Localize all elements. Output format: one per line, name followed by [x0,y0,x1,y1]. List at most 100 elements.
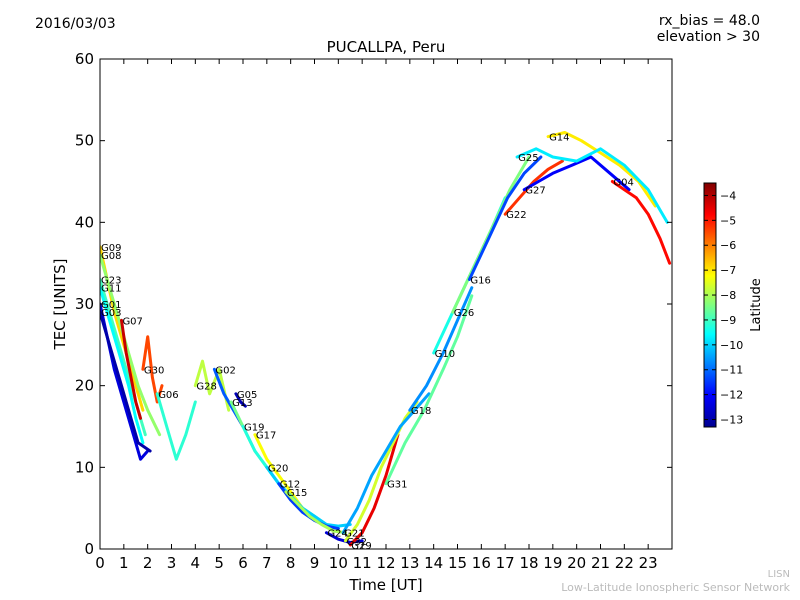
series-label-g26: G26 [454,308,474,319]
x-tick-label: 2 [143,554,153,572]
series-line-g27 [522,155,631,192]
colorbar-tick-label: −7 [720,264,736,277]
y-tick-label: 0 [84,540,94,558]
series-label-g18: G18 [411,406,431,417]
series-label-g29: G29 [351,541,371,552]
series-label-g03: G03 [101,308,121,319]
colorbar-tick-label: −12 [720,389,743,402]
colorbar-label: Latitude [749,278,764,332]
series-line-g15 [284,490,347,535]
series-line-g11 [100,286,145,445]
x-tick-label: 15 [448,554,467,572]
series-line-g18 [408,286,474,412]
x-tick-label: 6 [238,554,248,572]
x-tick-label: 9 [310,554,320,572]
y-tick-label: 60 [75,50,94,68]
series-label-g20: G20 [268,463,288,474]
series-line-g22 [503,159,564,216]
x-tick-label: 11 [353,554,372,572]
series-line-g05 [234,392,247,408]
series-label-g31: G31 [387,480,407,491]
series-label-g32: G32 [346,537,366,548]
series-label-g16: G16 [470,276,490,287]
x-axis-label: Time [UT] [348,576,422,594]
colorbar-tick-label: −8 [720,289,736,302]
series-label-g24: G24 [327,529,347,540]
series-line-g16 [467,155,543,281]
y-tick-label: 50 [75,132,94,150]
series-label-g02: G02 [215,365,235,376]
series-label-g05: G05 [237,390,257,401]
series-label-g30: G30 [144,365,164,376]
x-tick-label: 5 [214,554,224,572]
series-label-g28: G28 [196,382,216,393]
series-label-g07: G07 [122,316,142,327]
colorbar-tick-label: −6 [720,239,736,252]
series-label-g13: G13 [232,398,252,409]
series-label-g04: G04 [613,178,633,189]
series-line-g31 [384,294,474,486]
colorbar-tick-label: −10 [720,339,743,352]
x-tick-label: 17 [496,554,515,572]
series-line-g25 [515,147,669,224]
x-tick-label: 20 [567,554,586,572]
series-layer [100,131,672,547]
bias-label: rx_bias = 48.0 [658,13,760,29]
x-tick-label: 14 [424,554,443,572]
date-label: 2016/03/03 [35,16,116,32]
x-tick-label: 0 [95,554,105,572]
x-tick-label: 13 [400,554,419,572]
elevation-label: elevation > 30 [656,29,760,45]
footer-lisn: LISN [767,569,790,580]
series-label-g01: G01 [101,300,121,311]
series-label-g08: G08 [101,251,121,262]
series-line-g21 [341,392,431,535]
x-tick-label: 22 [615,554,634,572]
series-label-g09: G09 [101,243,121,254]
x-tick-label: 12 [376,554,395,572]
series-label-g27: G27 [525,186,545,197]
series-line-g08 [100,253,162,437]
x-tick-label: 4 [191,554,201,572]
series-label-g06: G06 [158,390,178,401]
series-line-g04 [610,180,672,265]
x-tick-label: 16 [472,554,491,572]
plot-area [100,59,672,549]
colorbar: −4 −5 −6 −7 −8 −9 −10 −11 −12 −13 Latitude [703,182,764,428]
x-tick-label: 10 [329,554,348,572]
series-line-g07 [120,318,142,420]
x-tick-label: 8 [286,554,296,572]
chart-title: PUCALLPA, Peru [327,38,446,56]
y-tick-label: 20 [75,377,94,395]
series-label-g10: G10 [435,349,455,360]
series-label-g14: G14 [549,133,569,144]
series-label-g11: G11 [101,284,121,295]
colorbar-tick-label: −5 [720,214,736,227]
series-label-g22: G22 [506,210,526,221]
y-tick-label: 10 [75,458,94,476]
x-tick-label: 3 [167,554,177,572]
series-line-g28 [193,359,231,412]
series-label-g23: G23 [101,276,121,287]
footer-network: Low-Latitude Ionospheric Sensor Network [561,581,790,594]
colorbar-ticks: −4 −5 −6 −7 −8 −9 −10 −11 −12 −13 [704,189,743,427]
x-tick-label: 1 [119,554,129,572]
x-tick-label: 19 [543,554,562,572]
x-axis: 0 1 2 3 4 5 6 7 8 9 10 11 12 13 14 15 16 17 18 19 20 21 22 23 [95,59,658,572]
x-tick-label: 7 [262,554,272,572]
y-tick-label: 40 [75,213,94,231]
y-tick-label: 30 [75,295,94,313]
series-labels: G09G08G23G11G01G03G07G30G06G28G02G05G17G… [101,133,634,552]
colorbar-tick-label: −11 [720,364,743,377]
colorbar-tick-label: −13 [720,414,743,427]
series-label-g19: G19 [244,423,264,434]
x-tick-label: 18 [519,554,538,572]
y-axis: 0 10 20 30 40 50 60 [75,50,672,558]
colorbar-gradient [703,182,717,428]
series-label-g21: G21 [344,529,364,540]
colorbar-tick-label: −9 [720,314,736,327]
series-label-g25: G25 [518,153,538,164]
y-axis-label: TEC [UNITS] [51,259,69,351]
